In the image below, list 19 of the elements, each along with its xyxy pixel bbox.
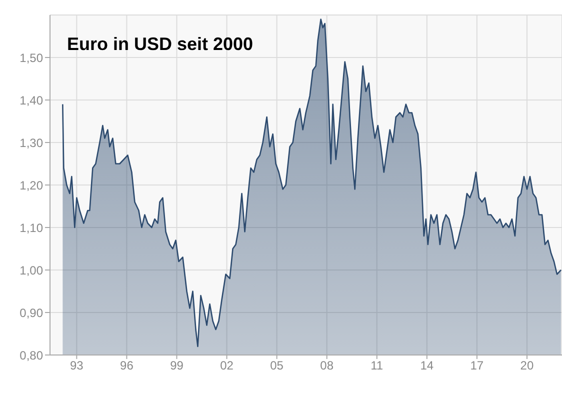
x-tick-label: 05 (270, 358, 284, 373)
x-tick-label: 20 (520, 358, 534, 373)
x-tick-label: 14 (420, 358, 434, 373)
x-tick-label: 96 (120, 358, 134, 373)
x-tick-label: 11 (370, 358, 384, 373)
y-tick-label: 1,10 (20, 220, 44, 235)
x-tick-label: 99 (170, 358, 184, 373)
x-tick-label: 17 (470, 358, 484, 373)
text: Euro in USD seit 2000 (67, 34, 254, 55)
y-tick-label: 1,20 (20, 178, 44, 192)
y-tick-label: 1,30 (20, 136, 44, 150)
y-tick-label: 0,80 (20, 348, 44, 362)
y-tick-label: 1,00 (20, 263, 44, 278)
x-tick-label: 93 (70, 358, 84, 373)
y-tick-label: 1,40 (20, 93, 44, 108)
y-tick-label: 0,90 (20, 306, 44, 320)
x-tick-label: 08 (320, 358, 334, 373)
x-tick-label: 02 (220, 358, 234, 373)
y-tick-label: 1,50 (20, 50, 44, 65)
